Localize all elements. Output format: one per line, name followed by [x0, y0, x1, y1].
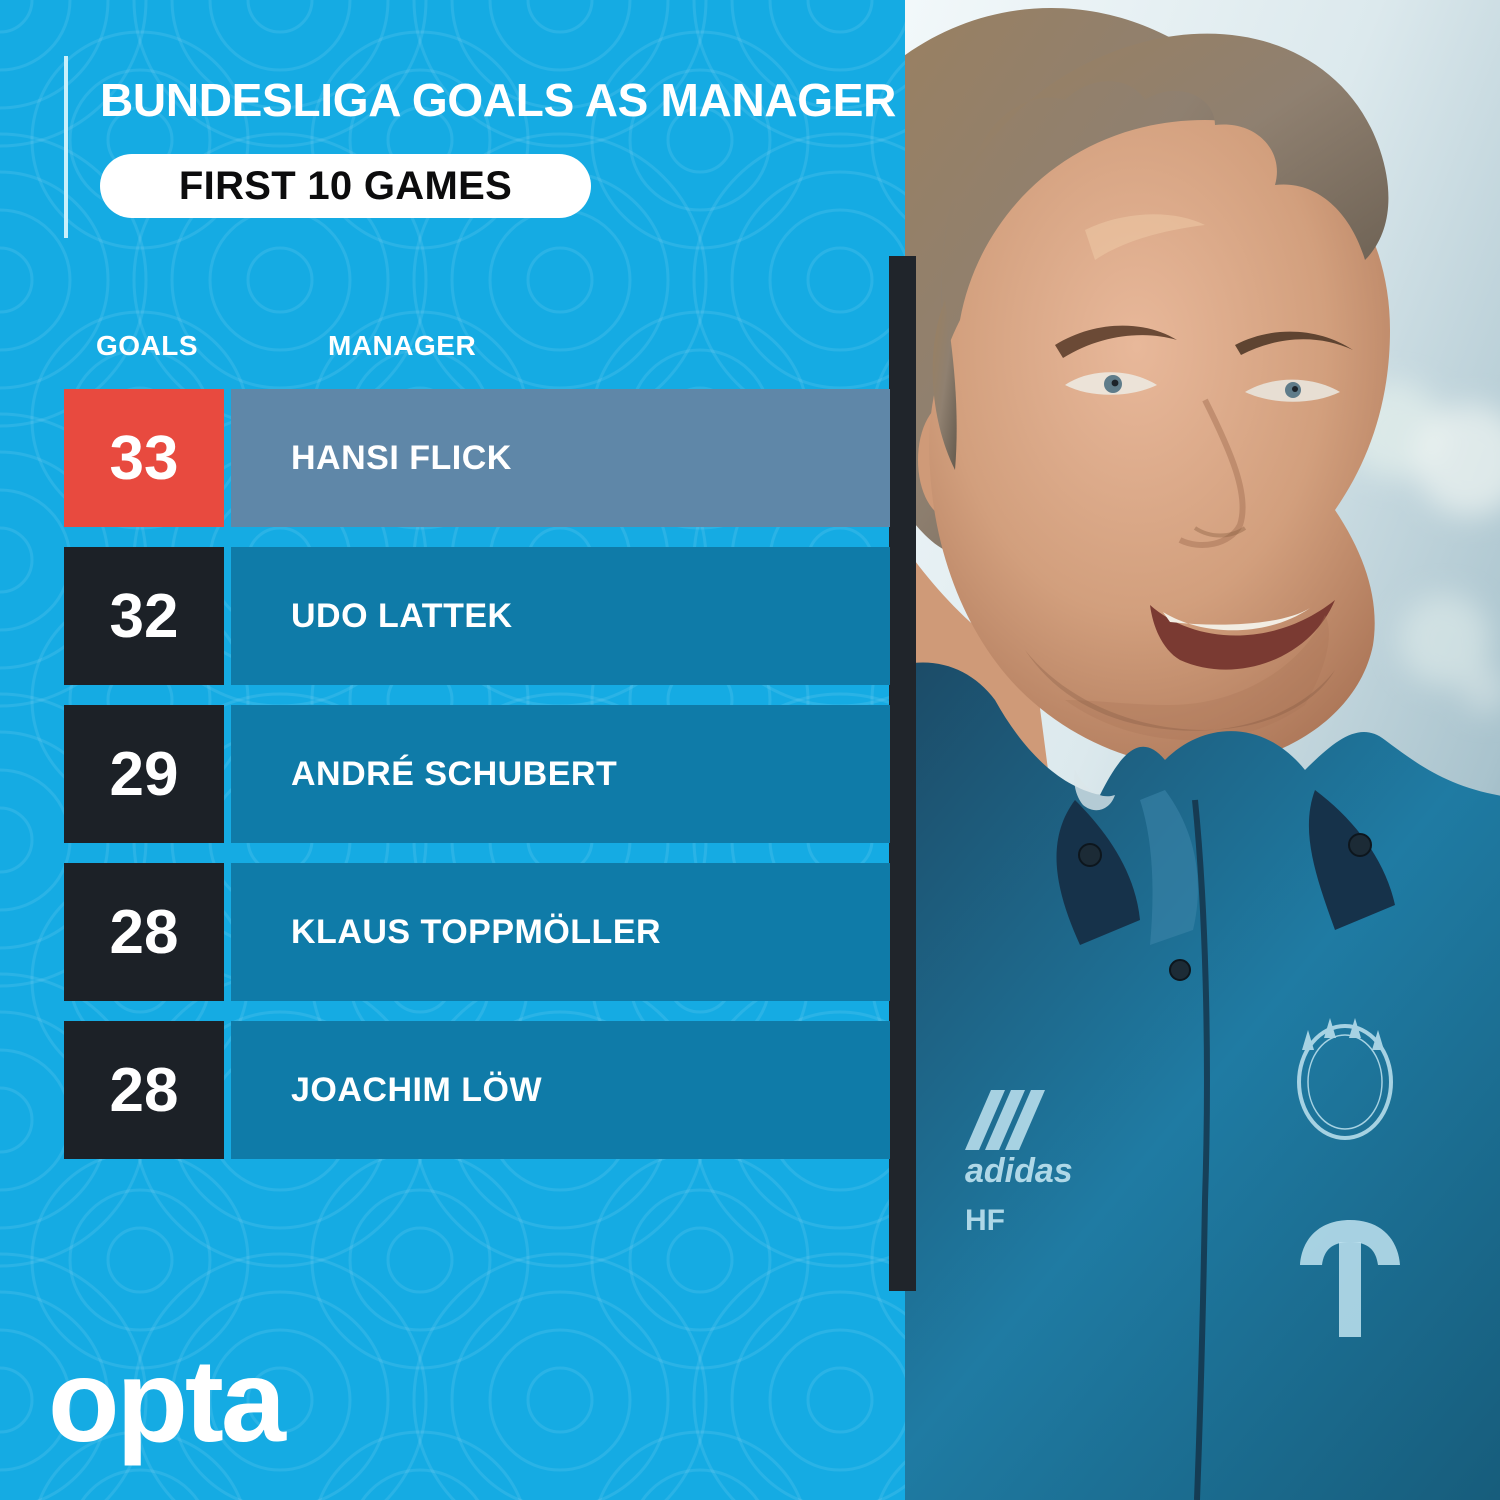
svg-text:adidas: adidas — [965, 1152, 1073, 1190]
svg-text:HF: HF — [965, 1204, 1005, 1237]
